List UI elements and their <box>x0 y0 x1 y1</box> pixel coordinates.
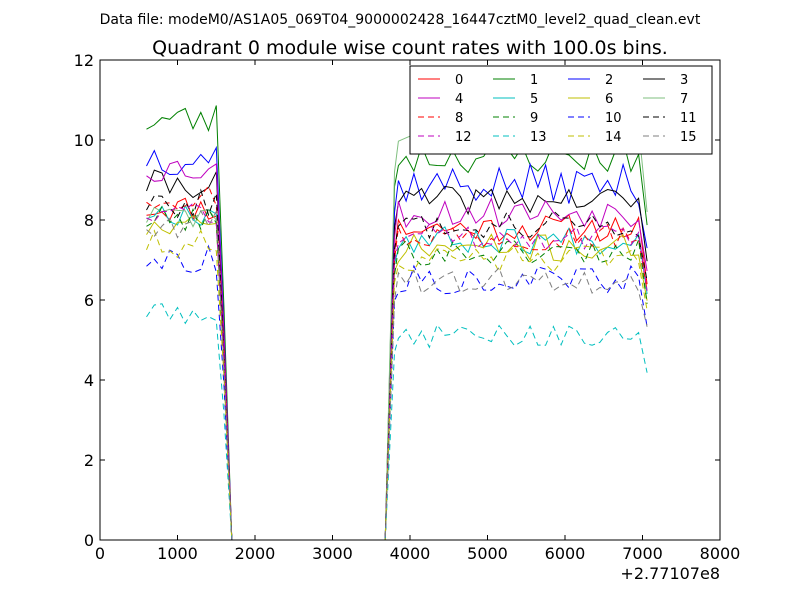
y-tick-label-1: 2 <box>84 451 94 470</box>
series-line-1 <box>146 105 648 541</box>
x-tick-label-5: 5000 <box>467 544 508 563</box>
legend-label-15: 15 <box>680 130 697 145</box>
legend-label-0: 0 <box>455 73 463 88</box>
legend-label-4: 4 <box>455 92 463 107</box>
legend-label-3: 3 <box>680 73 688 88</box>
x-tick-label-1: 1000 <box>157 544 198 563</box>
series-line-10 <box>146 244 648 541</box>
legend-label-1: 1 <box>530 73 538 88</box>
x-tick-label-0: 0 <box>95 544 105 563</box>
legend-frame <box>409 65 713 155</box>
x-tick-label-2: 2000 <box>235 544 276 563</box>
x-tick-label-3: 3000 <box>312 544 353 563</box>
y-tick-label-4: 8 <box>84 211 94 230</box>
series-line-11 <box>146 188 648 541</box>
legend-label-11: 11 <box>680 111 697 126</box>
series-group <box>146 105 648 541</box>
legend-label-2: 2 <box>605 73 613 88</box>
y-tick-label-3: 6 <box>84 291 94 310</box>
x-offset-label: +2.77107e8 <box>620 564 720 583</box>
y-tick-label-2: 4 <box>84 371 94 390</box>
legend-label-12: 12 <box>455 130 472 145</box>
y-tick-label-5: 10 <box>74 131 94 150</box>
legend-label-5: 5 <box>530 92 538 107</box>
series-line-8 <box>146 185 648 541</box>
series-line-12 <box>146 202 648 541</box>
legend-label-13: 13 <box>530 130 547 145</box>
x-tick-label-7: 7000 <box>622 544 663 563</box>
legend-label-6: 6 <box>605 92 613 107</box>
legend-label-14: 14 <box>605 130 622 145</box>
series-line-4 <box>146 160 648 541</box>
series-line-14 <box>146 229 648 541</box>
series-line-15 <box>146 209 648 541</box>
y-tick-label-0: 0 <box>84 531 94 550</box>
legend-label-9: 9 <box>530 111 538 126</box>
series-line-2 <box>146 145 648 541</box>
x-tick-label-8: 8000 <box>700 544 741 563</box>
x-tick-label-6: 6000 <box>545 544 586 563</box>
axis-ticks: 0 1000 2000 3000 4000 5000 6000 7000 80000246810… <box>74 51 741 563</box>
legend-label-8: 8 <box>455 111 463 126</box>
x-tick-label-4: 4000 <box>390 544 431 563</box>
chart-title: Quadrant 0 module wise count rates with … <box>152 37 668 59</box>
y-tick-label-6: 12 <box>74 51 94 70</box>
legend-label-7: 7 <box>680 92 688 107</box>
legend-label-10: 10 <box>605 111 622 126</box>
series-line-9 <box>146 205 648 541</box>
chart-suptitle: Data file: modeM0/AS1A05_069T04_90000024… <box>100 12 701 28</box>
series-line-13 <box>146 303 648 541</box>
